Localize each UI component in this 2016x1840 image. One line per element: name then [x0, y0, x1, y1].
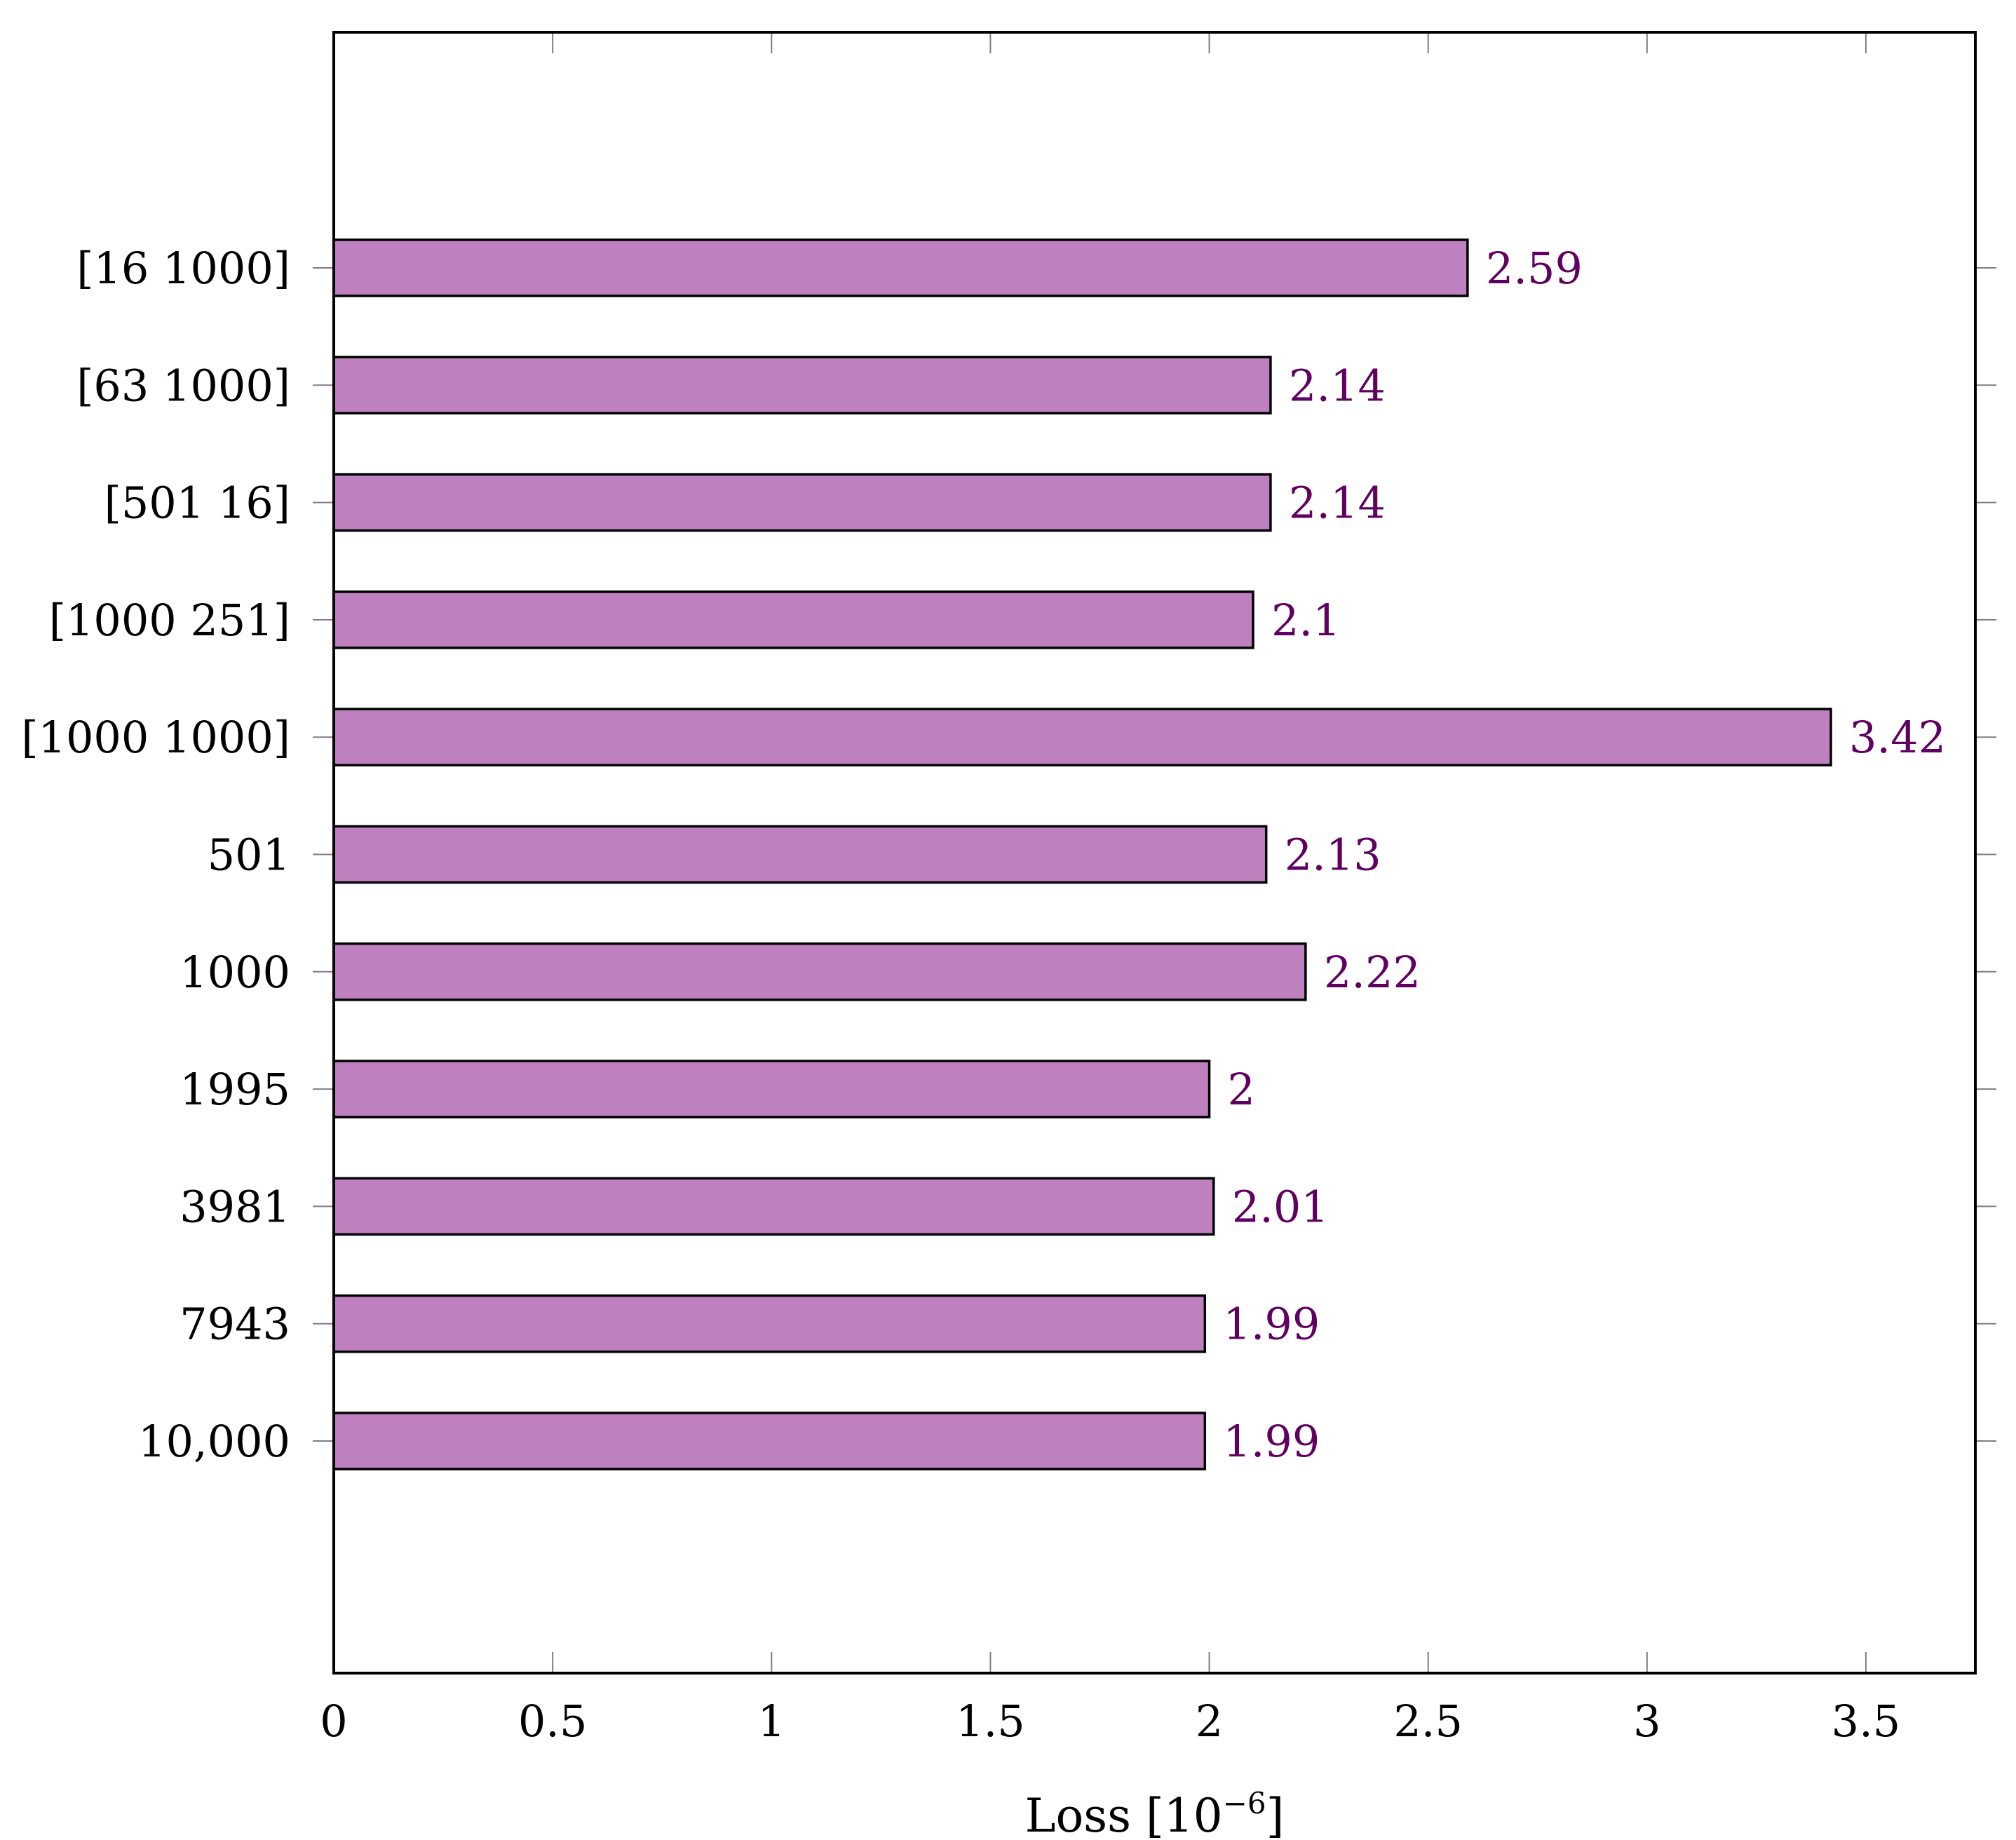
bar — [332, 473, 1272, 532]
x-axis-title-base: Loss [10 — [1025, 1789, 1223, 1840]
x-axis-title-exponent: −6 — [1223, 1786, 1266, 1820]
bar-value-label: 2.14 — [1289, 360, 1386, 411]
x-tick-label: 3.5 — [1832, 1696, 1901, 1747]
y-tick-label: [1000 251] — [49, 595, 290, 646]
y-tick-label: [63 1000] — [76, 360, 290, 411]
bar — [332, 1294, 1207, 1353]
x-axis-title: Loss [10−6] — [1025, 1786, 1285, 1840]
bar-value-label: 1.99 — [1223, 1299, 1320, 1350]
y-tick-labels-layer: [16 1000] [63 1000] [501 16] [1000 251] [100… — [21, 243, 290, 1467]
x-tick-labels-layer: 0 0.5 1 1.5 2 2.5 3 3.5 — [320, 1696, 1900, 1747]
x-tick-label: 2.5 — [1393, 1696, 1463, 1747]
bar — [332, 708, 1832, 766]
y-tick-label: 1995 — [180, 1064, 290, 1115]
y-tick-label: [16 1000] — [76, 243, 290, 294]
bar — [332, 1412, 1207, 1470]
bar-value-label: 3.42 — [1849, 712, 1946, 763]
value-labels-layer: 2.59 2.14 2.14 2.1 3.42 2.13 2.22 2 2.01 1.99 1.99 — [1223, 243, 1946, 1467]
bar — [332, 590, 1254, 649]
x-tick-label: 2 — [1196, 1696, 1223, 1747]
bar-value-label: 2 — [1228, 1064, 1255, 1115]
bar — [332, 238, 1469, 297]
y-tick-label: 10,000 — [138, 1416, 290, 1467]
ticks-layer — [313, 32, 1996, 1673]
plot-area-frame — [332, 31, 1977, 1675]
bar-value-label: 2.22 — [1324, 947, 1421, 998]
bars-layer — [332, 238, 1832, 1470]
bar — [332, 356, 1272, 415]
y-tick-label: 3981 — [180, 1181, 290, 1232]
x-tick-label: 1 — [758, 1696, 785, 1747]
x-tick-label: 0.5 — [518, 1696, 588, 1747]
bar-value-label: 2.59 — [1486, 243, 1583, 294]
bar — [332, 1060, 1211, 1118]
bar — [332, 1177, 1215, 1236]
x-tick-label: 3 — [1633, 1696, 1660, 1747]
x-tick-label: 1.5 — [956, 1696, 1025, 1747]
y-tick-label: [1000 1000] — [21, 712, 290, 763]
bar-value-label: 2.01 — [1232, 1181, 1329, 1232]
bar — [332, 825, 1268, 884]
bar-value-label: 1.99 — [1223, 1416, 1320, 1467]
x-tick-label: 0 — [320, 1696, 347, 1747]
x-axis-title-close: ] — [1266, 1789, 1285, 1840]
y-tick-label: 1000 — [180, 947, 290, 998]
y-tick-label: 7943 — [180, 1299, 290, 1350]
bar-value-label: 2.13 — [1285, 830, 1381, 881]
bar — [332, 942, 1307, 1001]
bar-value-label: 2.1 — [1271, 595, 1341, 646]
bar-value-label: 2.14 — [1289, 478, 1386, 529]
y-tick-label: 501 — [208, 830, 290, 881]
y-tick-label: [501 16] — [104, 478, 290, 529]
